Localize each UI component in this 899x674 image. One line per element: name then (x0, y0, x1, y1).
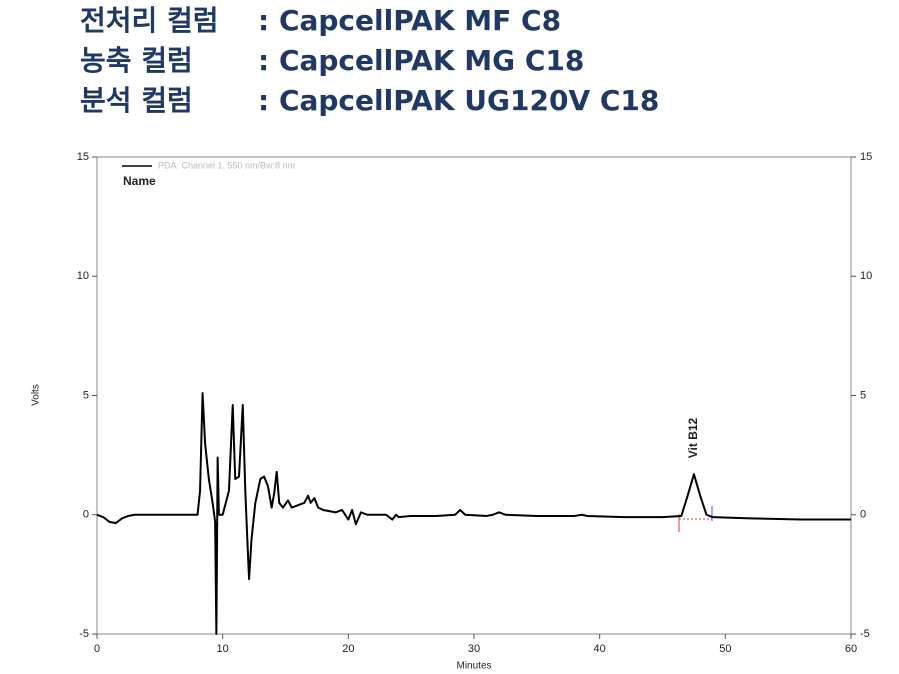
peak-annotation: Vit B12 (686, 417, 700, 458)
y-tick-label: 15 (77, 151, 89, 163)
header-label: 농축 컬럼 (80, 44, 193, 77)
y-axis-label: Volts (31, 384, 42, 406)
x-tick-label: 20 (342, 643, 354, 655)
x-tick-label: 10 (217, 643, 229, 655)
header-value: : CapcellPAK UG120V C18 (258, 84, 660, 117)
plot-frame (96, 156, 852, 635)
x-axis-label: Minutes (456, 661, 491, 672)
y2-tick-label: 10 (860, 270, 872, 282)
y2-tick-label: 15 (860, 151, 872, 163)
legend-label: PDA: Channel 1, 550 nm/Bw:8 nm (158, 160, 295, 170)
y2-tick-label: 5 (860, 389, 866, 401)
x-tick-label: 60 (845, 643, 857, 655)
x-tick-label: 50 (719, 643, 731, 655)
header-label: 분석 컬럼 (80, 84, 193, 117)
y2-tick-label: 0 (860, 509, 866, 521)
trace (96, 392, 851, 635)
header-value: : CapcellPAK MF C8 (258, 4, 562, 37)
y-tick-label: 5 (83, 389, 89, 401)
y-tick-label: -5 (79, 628, 89, 640)
x-tick-label: 0 (94, 643, 100, 655)
header-value: : CapcellPAK MG C18 (258, 44, 585, 77)
y-tick-label: 0 (83, 509, 89, 521)
x-tick-label: 30 (468, 643, 480, 655)
y-tick-label: 10 (77, 270, 89, 282)
x-tick-label: 40 (594, 643, 606, 655)
legend-title: Name (123, 174, 156, 188)
y2-tick-label: -5 (860, 628, 870, 640)
header-label: 전처리 컬럼 (80, 4, 219, 37)
